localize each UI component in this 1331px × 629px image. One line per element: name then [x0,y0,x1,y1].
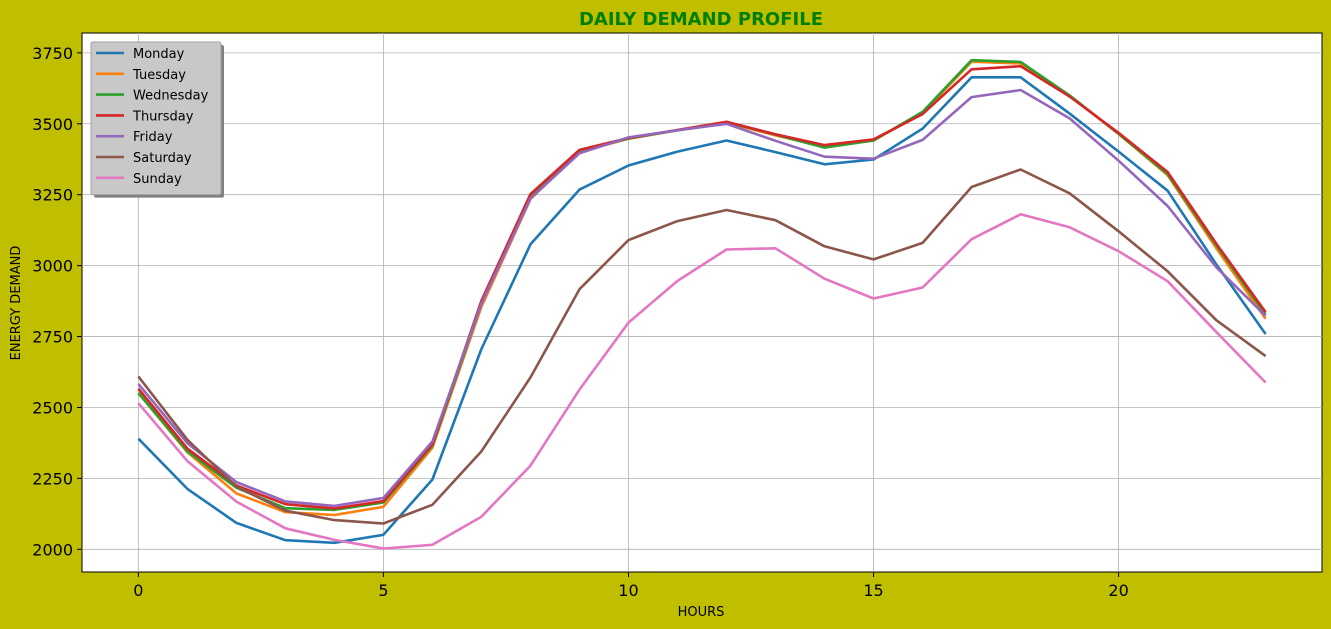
x-tick-label: 0 [133,581,143,600]
y-tick-label: 2000 [32,540,73,559]
legend: Monday Tuesday Wednesday Thursday Friday Satu… [90,41,224,198]
x-tick-label: 5 [378,581,388,600]
series-line-friday [137,88,1267,508]
y-tick-label: 2500 [32,398,73,417]
legend-label-tuesday: Tuesday [132,68,186,83]
y-tick-label: 3750 [32,44,73,63]
y-tick-label: 2250 [32,469,73,488]
y-axis-label: ENERGY DEMAND [9,246,24,361]
x-axis-ticks: 0 5 10 15 20 [133,572,1129,600]
x-tick-label: 15 [863,581,883,600]
legend-label-monday: Monday [133,47,185,62]
plot-area [81,32,1323,573]
legend-label-sunday: Sunday [133,172,182,187]
legend-label-saturday: Saturday [133,151,192,166]
x-axis-label: HOURS [678,605,725,620]
legend-label-wednesday: Wednesday [133,89,209,104]
chart-title: DAILY DEMAND PROFILE [579,9,823,30]
legend-label-thursday: Thursday [132,109,194,124]
legend-label-friday: Friday [133,130,173,145]
y-tick-label: 3250 [32,186,73,205]
y-tick-label: 3500 [32,115,73,134]
x-tick-label: 20 [1108,581,1128,600]
y-tick-label: 3000 [32,257,73,276]
x-tick-label: 10 [618,581,638,600]
series-lines [137,58,1267,550]
series-line-saturday [137,168,1267,525]
y-tick-label: 2750 [32,328,73,347]
series-line-monday [137,76,1267,545]
y-axis-ticks: 2000 2250 2500 2750 3000 3250 3500 3750 [32,44,82,559]
grid [82,33,1322,572]
series-line-sunday [137,213,1267,550]
